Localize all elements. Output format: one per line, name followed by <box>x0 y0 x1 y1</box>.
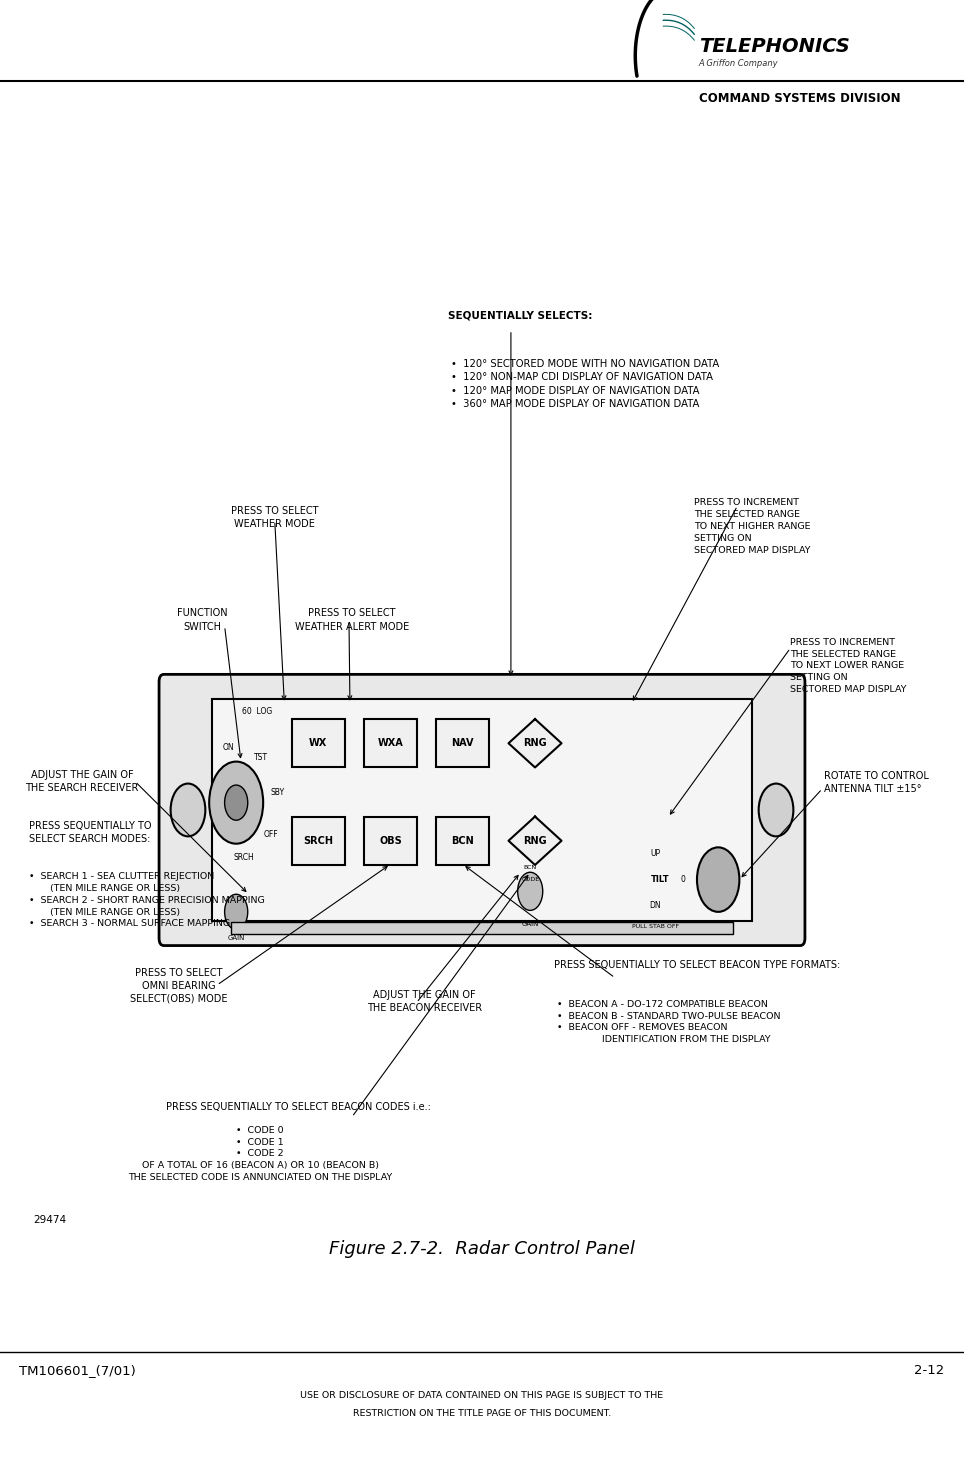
Text: SBY: SBY <box>271 789 285 798</box>
Text: PRESS TO INCREMENT
THE SELECTED RANGE
TO NEXT HIGHER RANGE
SETTING ON
SECTORED M: PRESS TO INCREMENT THE SELECTED RANGE TO… <box>694 498 811 554</box>
Text: GAIN: GAIN <box>228 935 245 941</box>
Text: TM106601_(7/01): TM106601_(7/01) <box>19 1365 136 1377</box>
Circle shape <box>697 847 739 912</box>
Text: PRESS SEQUENTIALLY TO
SELECT SEARCH MODES:: PRESS SEQUENTIALLY TO SELECT SEARCH MODE… <box>29 821 151 844</box>
Circle shape <box>171 783 205 836</box>
Text: PRESS TO SELECT
OMNI BEARING
SELECT(OBS) MODE: PRESS TO SELECT OMNI BEARING SELECT(OBS)… <box>129 968 228 1004</box>
Circle shape <box>759 783 793 836</box>
Text: SEQUENTIALLY SELECTS:: SEQUENTIALLY SELECTS: <box>448 311 593 320</box>
Text: •  CODE 0
•  CODE 1
•  CODE 2
OF A TOTAL OF 16 (BEACON A) OR 10 (BEACON B)
THE S: • CODE 0 • CODE 1 • CODE 2 OF A TOTAL OF… <box>128 1126 392 1182</box>
Text: PRESS SEQUENTIALLY TO SELECT BEACON TYPE FORMATS:: PRESS SEQUENTIALLY TO SELECT BEACON TYPE… <box>554 960 841 970</box>
Text: RNG: RNG <box>523 836 547 846</box>
Text: •  SEARCH 1 - SEA CLUTTER REJECTION
       (TEN MILE RANGE OR LESS)
•  SEARCH 2 : • SEARCH 1 - SEA CLUTTER REJECTION (TEN … <box>29 872 265 928</box>
Bar <box>436 720 489 768</box>
Text: 29474: 29474 <box>34 1215 67 1224</box>
Bar <box>436 817 489 865</box>
Text: PRESS TO SELECT
WEATHER ALERT MODE: PRESS TO SELECT WEATHER ALERT MODE <box>295 608 409 632</box>
Text: TILT: TILT <box>651 875 669 884</box>
Text: PRESS SEQUENTIALLY TO SELECT BEACON CODES i.e.:: PRESS SEQUENTIALLY TO SELECT BEACON CODE… <box>167 1102 431 1113</box>
Circle shape <box>225 894 248 929</box>
Text: BCN: BCN <box>451 836 474 846</box>
Text: USE OR DISCLOSURE OF DATA CONTAINED ON THIS PAGE IS SUBJECT TO THE: USE OR DISCLOSURE OF DATA CONTAINED ON T… <box>301 1391 663 1400</box>
Text: GAIN: GAIN <box>522 921 539 927</box>
Text: •  BEACON A - DO-172 COMPATIBLE BEACON
•  BEACON B - STANDARD TWO-PULSE BEACON
•: • BEACON A - DO-172 COMPATIBLE BEACON • … <box>557 1000 781 1044</box>
Bar <box>291 817 345 865</box>
Circle shape <box>518 872 543 910</box>
Text: ADJUST THE GAIN OF
THE SEARCH RECEIVER: ADJUST THE GAIN OF THE SEARCH RECEIVER <box>25 770 139 793</box>
Bar <box>212 699 752 921</box>
Text: OBS: OBS <box>379 836 402 846</box>
Text: NAV: NAV <box>451 739 474 748</box>
Text: ADJUST THE GAIN OF
THE BEACON RECEIVER: ADJUST THE GAIN OF THE BEACON RECEIVER <box>366 990 482 1013</box>
Bar <box>231 922 733 934</box>
Text: PRESS TO INCREMENT
THE SELECTED RANGE
TO NEXT LOWER RANGE
SETTING ON
SECTORED MA: PRESS TO INCREMENT THE SELECTED RANGE TO… <box>790 638 907 693</box>
Bar <box>291 720 345 768</box>
Text: 0: 0 <box>680 875 685 884</box>
Text: CODE: CODE <box>522 877 539 883</box>
Polygon shape <box>509 720 561 768</box>
Text: FUNCTION
SWITCH: FUNCTION SWITCH <box>177 608 228 632</box>
Bar <box>364 720 416 768</box>
Text: WX: WX <box>309 739 327 748</box>
FancyBboxPatch shape <box>159 674 805 946</box>
Text: •  120° SECTORED MODE WITH NO NAVIGATION DATA
•  120° NON-MAP CDI DISPLAY OF NAV: • 120° SECTORED MODE WITH NO NAVIGATION … <box>451 359 719 409</box>
Text: RNG: RNG <box>523 739 547 748</box>
Text: ROTATE TO CONTROL
ANTENNA TILT ±15°: ROTATE TO CONTROL ANTENNA TILT ±15° <box>824 771 929 795</box>
Text: BCN: BCN <box>523 865 537 871</box>
Text: 60  LOG: 60 LOG <box>242 707 273 715</box>
Circle shape <box>225 786 248 821</box>
Text: PULL STAB OFF: PULL STAB OFF <box>632 924 679 929</box>
Text: SRCH: SRCH <box>303 836 334 846</box>
Text: COMMAND SYSTEMS DIVISION: COMMAND SYSTEMS DIVISION <box>699 92 900 106</box>
Text: TELEPHONICS: TELEPHONICS <box>699 38 849 56</box>
Text: PRESS TO SELECT
WEATHER MODE: PRESS TO SELECT WEATHER MODE <box>231 506 318 529</box>
Text: UP: UP <box>651 849 660 858</box>
Text: RESTRICTION ON THE TITLE PAGE OF THIS DOCUMENT.: RESTRICTION ON THE TITLE PAGE OF THIS DO… <box>353 1409 611 1418</box>
Text: SRCH: SRCH <box>233 853 254 862</box>
Circle shape <box>209 762 263 844</box>
Polygon shape <box>509 817 561 865</box>
Text: 2-12: 2-12 <box>915 1365 945 1377</box>
Text: Figure 2.7-2.  Radar Control Panel: Figure 2.7-2. Radar Control Panel <box>329 1240 635 1258</box>
Text: A Griffon Company: A Griffon Company <box>699 59 779 67</box>
Text: WXA: WXA <box>378 739 403 748</box>
Bar <box>364 817 416 865</box>
Text: DN: DN <box>650 902 661 910</box>
Text: OFF: OFF <box>263 830 279 839</box>
Text: TST: TST <box>254 752 267 761</box>
Text: ON: ON <box>223 743 234 752</box>
